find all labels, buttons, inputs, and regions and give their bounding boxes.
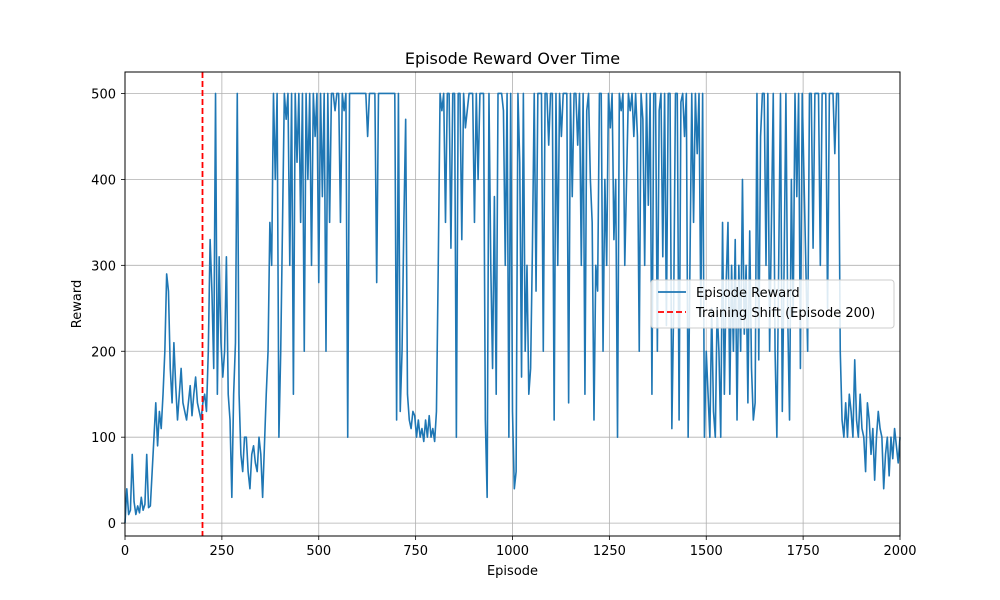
y-tick-label: 500 <box>91 87 116 102</box>
x-tick-label: 2000 <box>883 544 916 559</box>
x-tick-label: 250 <box>209 544 234 559</box>
y-tick-label: 300 <box>91 259 116 274</box>
y-axis-ticks: 0 100 200 300 400 500 <box>91 87 125 532</box>
legend-label-episode-reward: Episode Reward <box>696 286 800 301</box>
series-line-episode-reward <box>124 92 901 524</box>
x-tick-label: 0 <box>121 544 129 559</box>
x-tick-label: 500 <box>306 544 331 559</box>
y-tick-label: 100 <box>91 431 116 446</box>
x-tick-label: 1500 <box>690 544 723 559</box>
y-tick-label: 400 <box>91 173 116 188</box>
x-tick-label: 1750 <box>787 544 820 559</box>
legend-label-training-shift: Training Shift (Episode 200) <box>695 306 875 321</box>
x-axis-label: Episode <box>487 564 538 579</box>
y-axis-label: Reward <box>70 280 85 328</box>
x-tick-label: 1250 <box>593 544 626 559</box>
x-tick-label: 750 <box>403 544 428 559</box>
chart-title: Episode Reward Over Time <box>405 49 620 68</box>
y-tick-label: 0 <box>108 517 116 532</box>
series-layer <box>124 92 901 524</box>
legend: Episode Reward Training Shift (Episode 2… <box>650 279 895 329</box>
legend-box <box>650 279 895 329</box>
y-tick-label: 200 <box>91 345 116 360</box>
x-tick-label: 1000 <box>496 544 529 559</box>
x-axis-ticks: 0 250 500 750 1000 1250 1500 1750 2000 <box>121 536 917 559</box>
